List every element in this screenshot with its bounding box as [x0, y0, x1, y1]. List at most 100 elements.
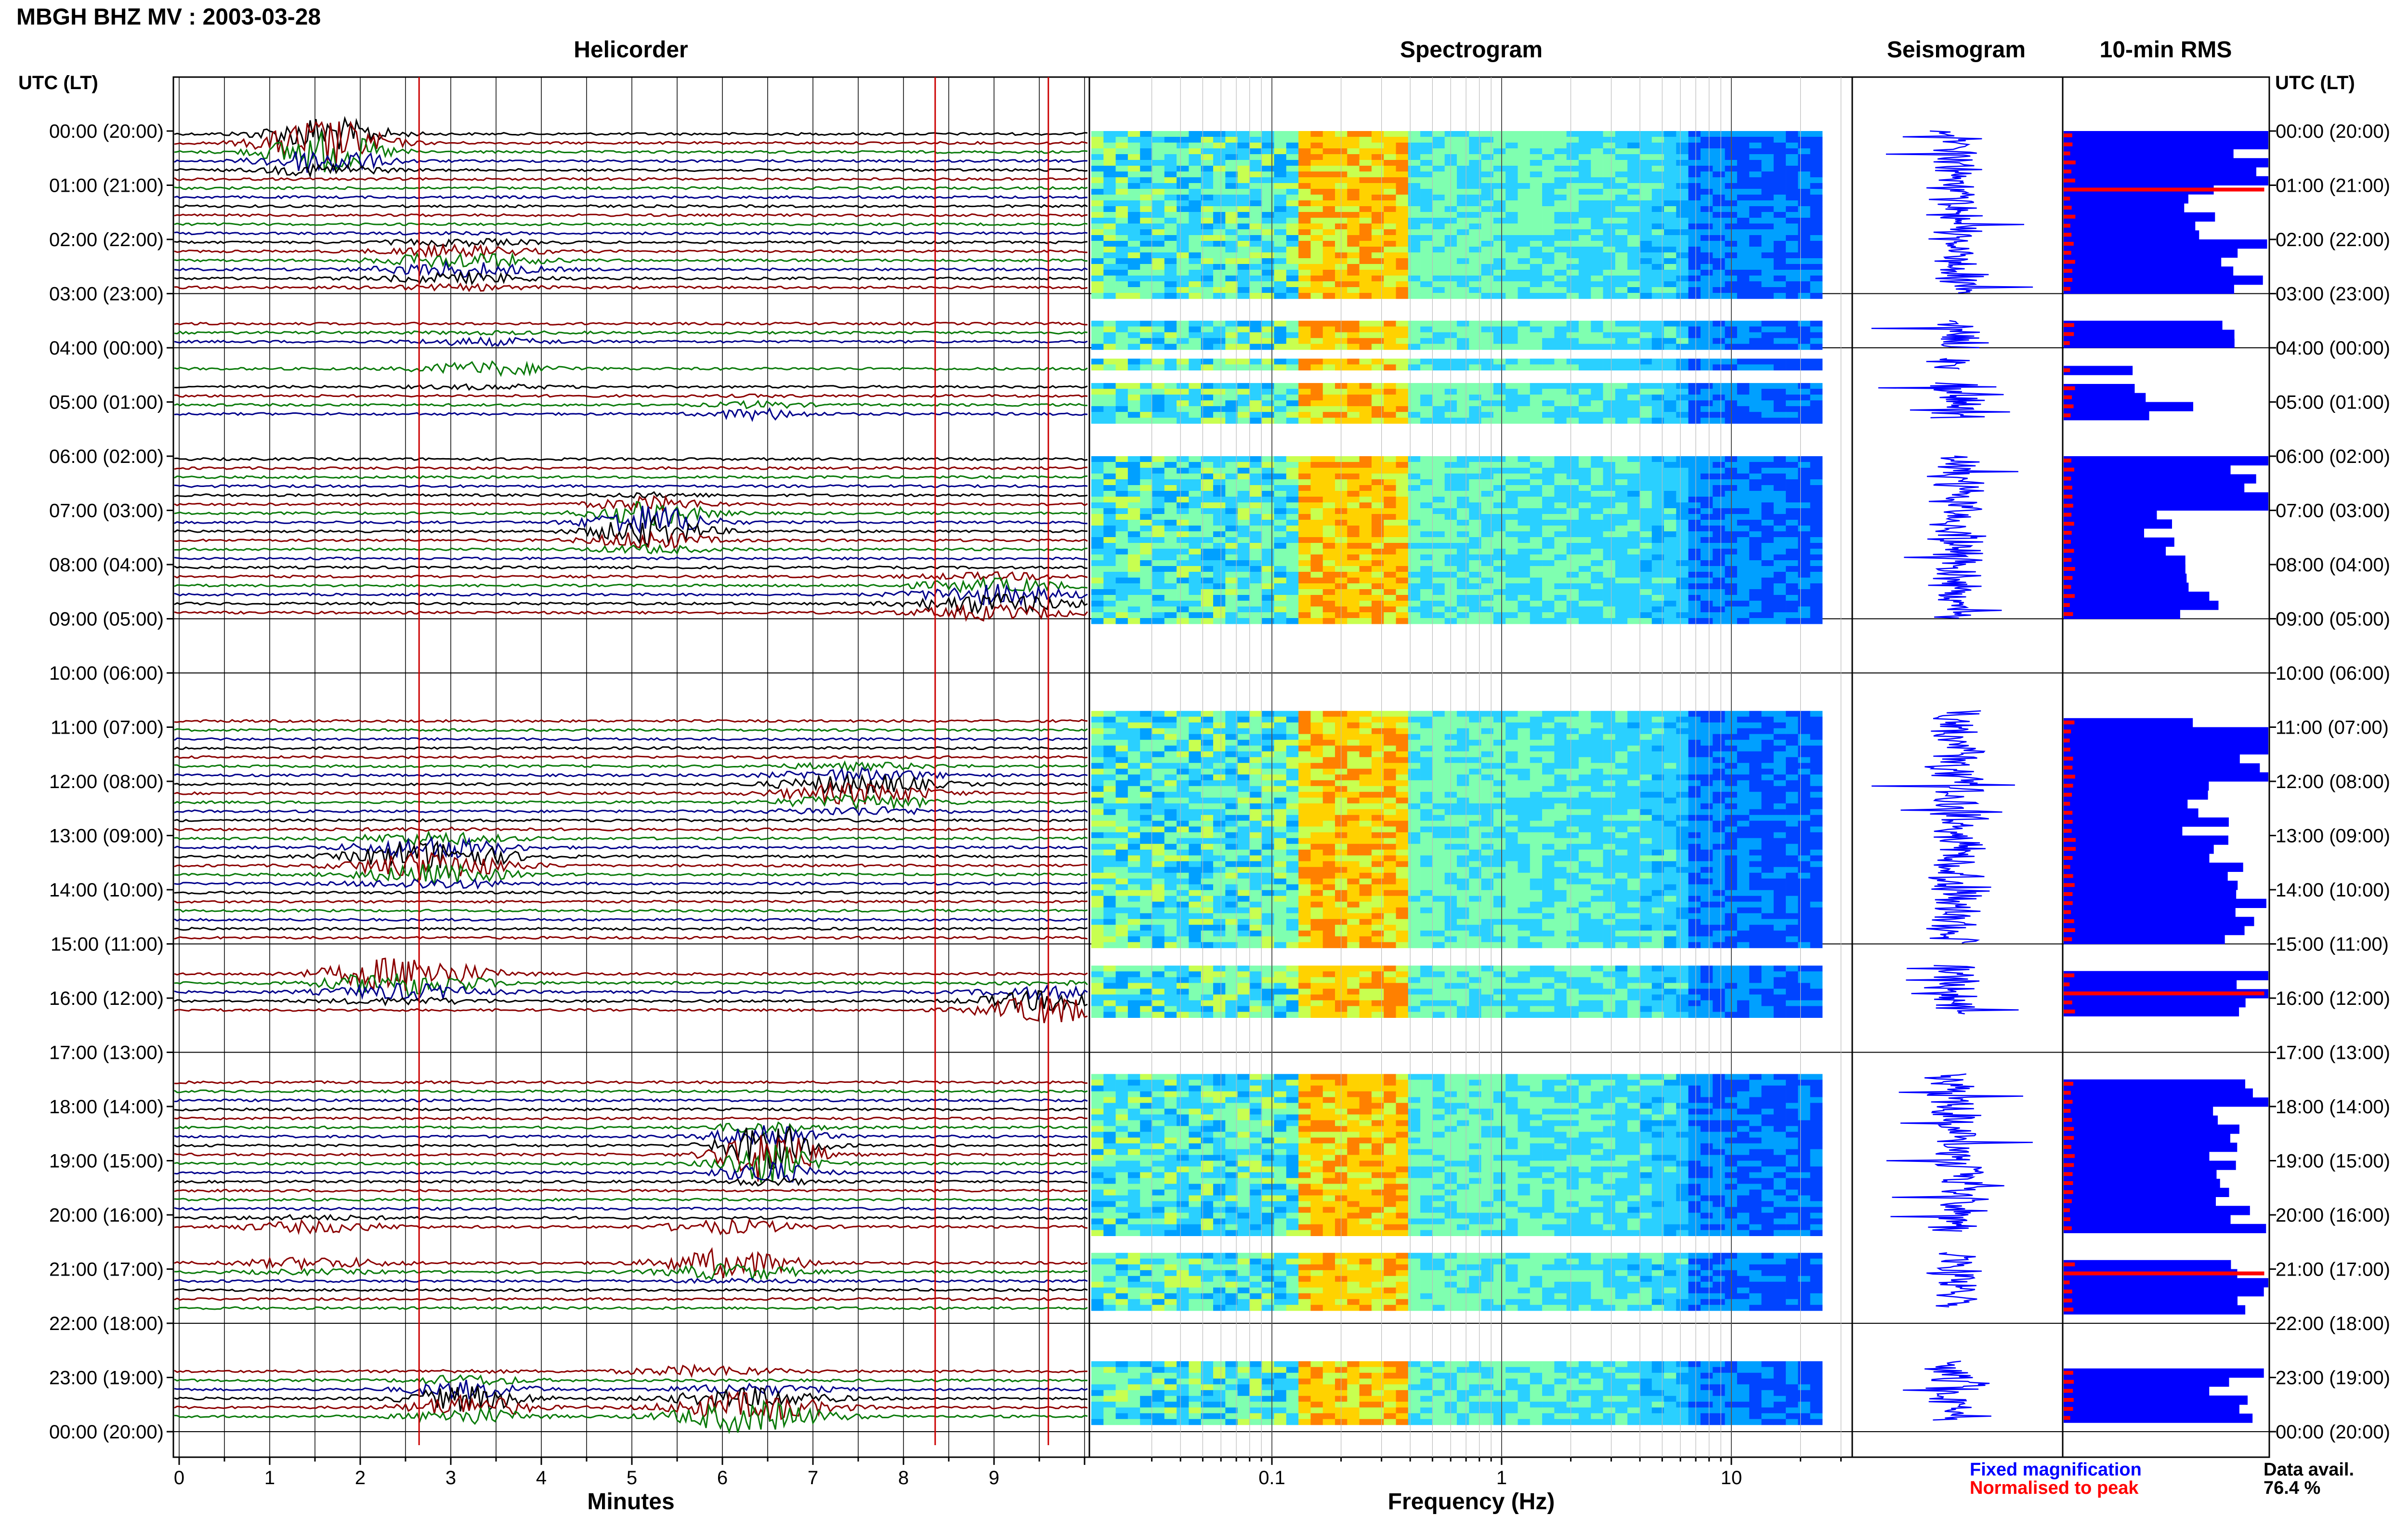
spectrogram-cell: [1579, 606, 1591, 613]
spectrogram-cell: [1505, 734, 1518, 740]
spectrogram-cell: [1810, 252, 1823, 259]
spectrogram-cell: [1798, 572, 1810, 578]
x-tick-label: 0: [174, 1467, 184, 1489]
spectrogram-cell: [1542, 514, 1555, 520]
spectrogram-cell: [1591, 344, 1603, 350]
spectrogram-cell: [1774, 520, 1786, 526]
spectrogram-cell: [1286, 589, 1299, 595]
spectrogram-cell: [1688, 344, 1701, 350]
spectrogram-cell: [1457, 241, 1469, 247]
spectrogram-cell: [1432, 566, 1445, 572]
spectrogram-cell: [1128, 406, 1140, 412]
spectrogram-cell: [1250, 543, 1262, 549]
spectrogram-cell: [1310, 359, 1323, 365]
spectrogram-cell: [1347, 241, 1360, 247]
spectrogram-cell: [1664, 418, 1676, 424]
spectrogram-cell: [1225, 583, 1238, 590]
spectrogram-cell: [1432, 171, 1445, 178]
spectrogram-cell: [1676, 549, 1688, 555]
spectrogram-cell: [1347, 229, 1360, 236]
spectrogram-cell: [1140, 578, 1152, 584]
spectrogram-cell: [1384, 400, 1396, 407]
spectrogram-cell: [1323, 543, 1335, 549]
spectrogram-cell: [1347, 601, 1360, 607]
spectrogram-cell: [1749, 200, 1762, 207]
spectrogram-cell: [1798, 549, 1810, 555]
spectrogram-cell: [1810, 612, 1823, 619]
spectrogram-cell: [1749, 264, 1762, 270]
spectrogram-cell: [1457, 321, 1469, 327]
spectrogram-cell: [1713, 717, 1725, 723]
spectrogram-cell: [1396, 276, 1409, 282]
spectrogram-cell: [1786, 383, 1798, 389]
spectrogram-cell: [1481, 618, 1494, 624]
spectrogram-cell: [1189, 728, 1201, 735]
spectrogram-cell: [1457, 344, 1469, 350]
spectrogram-cell: [1189, 595, 1201, 601]
spectrogram-cell: [1103, 589, 1116, 595]
spectrogram-cell: [1774, 531, 1786, 538]
spectrogram-cell: [1701, 497, 1713, 503]
helicorder-trace: [174, 1249, 1087, 1278]
spectrogram-cell: [1567, 612, 1579, 619]
spectrogram-cell: [1810, 177, 1823, 184]
spectrogram-cell: [1225, 258, 1238, 264]
spectrogram-cell: [1323, 474, 1335, 480]
spectrogram-cell: [1116, 740, 1128, 746]
spectrogram-cell: [1225, 595, 1238, 601]
spectrogram-cell: [1420, 131, 1433, 137]
spectrogram-cell: [1372, 400, 1384, 407]
spectrogram-cell: [1116, 462, 1128, 468]
spectrogram-cell: [1701, 740, 1713, 746]
spectrogram-cell: [1567, 270, 1579, 276]
spectrogram-cell: [1749, 578, 1762, 584]
spectrogram-cell: [1213, 143, 1226, 149]
spectrogram-cell: [1567, 389, 1579, 395]
spectrogram-cell: [1701, 264, 1713, 270]
spectrogram-cell: [1664, 365, 1676, 371]
spectrogram-cell: [1579, 412, 1591, 418]
spectrogram-cell: [1189, 491, 1201, 497]
spectrogram-cell: [1749, 344, 1762, 350]
spectrogram-cell: [1420, 601, 1433, 607]
spectrogram-cell: [1737, 560, 1750, 566]
spectrogram-cell: [1713, 601, 1725, 607]
spectrogram-cell: [1749, 601, 1762, 607]
helicorder-trace: [174, 492, 1087, 498]
spectrogram-cell: [1749, 468, 1762, 474]
spectrogram-cell: [1250, 566, 1262, 572]
spectrogram-cell: [1347, 344, 1360, 350]
spectrogram-cell: [1372, 293, 1384, 299]
spectrogram-cell: [1749, 400, 1762, 407]
spectrogram-cell: [1286, 338, 1299, 344]
y-tick-left: 12:00 (08:00): [49, 771, 164, 792]
spectrogram-cell: [1542, 276, 1555, 282]
spectrogram-cell: [1091, 131, 1104, 137]
spectrogram-cell: [1360, 456, 1372, 462]
spectrogram-cell: [1701, 566, 1713, 572]
spectrogram-cell: [1360, 247, 1372, 253]
spectrogram-cell: [1384, 583, 1396, 590]
spectrogram-cell: [1298, 148, 1311, 155]
spectrogram-cell: [1603, 338, 1616, 344]
spectrogram-cell: [1591, 206, 1603, 212]
spectrogram-cell: [1177, 264, 1189, 270]
spectrogram-cell: [1688, 502, 1701, 509]
spectrogram-cell: [1579, 160, 1591, 166]
spectrogram-cell: [1347, 526, 1360, 532]
spectrogram-cell: [1737, 177, 1750, 184]
spectrogram-cell: [1091, 578, 1104, 584]
spectrogram-cell: [1664, 252, 1676, 259]
spectrogram-cell: [1530, 206, 1543, 212]
spectrogram-cell: [1128, 258, 1140, 264]
spectrogram-cell: [1165, 474, 1177, 480]
spectrogram-cell: [1762, 734, 1774, 740]
spectrogram-cell: [1177, 229, 1189, 236]
y-tick-left: 06:00 (02:00): [49, 446, 164, 467]
spectrogram-cell: [1189, 508, 1201, 514]
spectrogram-cell: [1542, 281, 1555, 288]
spectrogram-cell: [1298, 572, 1311, 578]
spectrogram-cell: [1432, 508, 1445, 514]
spectrogram-cell: [1360, 583, 1372, 590]
spectrogram-cell: [1298, 618, 1311, 624]
